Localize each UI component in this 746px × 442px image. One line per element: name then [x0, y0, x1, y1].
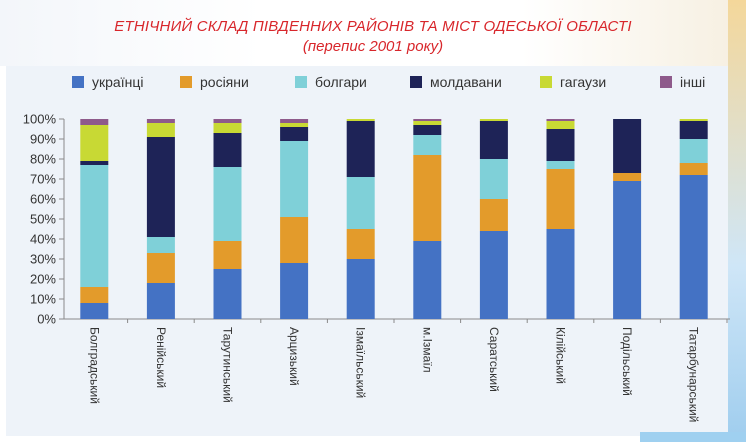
bar-segment-0-4 — [80, 125, 109, 161]
bar-segment-8-3 — [613, 119, 642, 173]
legend-label-2: болгари — [315, 74, 367, 90]
header-background — [0, 0, 746, 66]
bar-segment-8-0 — [613, 181, 642, 319]
bar-segment-0-5 — [80, 119, 109, 125]
bar-segment-4-4 — [346, 119, 375, 121]
category-label-2: Тарутинський — [221, 327, 235, 403]
bar-segment-2-2 — [213, 167, 242, 241]
bar-segment-3-3 — [280, 127, 309, 141]
bar-segment-8-1 — [613, 173, 642, 181]
legend-label-1: росіяни — [200, 74, 249, 90]
bar-segment-9-4 — [679, 119, 708, 121]
legend-label-5: інші — [680, 74, 705, 90]
bar-segment-7-3 — [546, 129, 575, 161]
bar-segment-5-5 — [413, 119, 442, 121]
bar-segment-4-3 — [346, 121, 375, 177]
bar-segment-7-1 — [546, 169, 575, 229]
bar-segment-9-0 — [679, 175, 708, 319]
bar-segment-5-1 — [413, 155, 442, 241]
category-label-8: Подільський — [620, 327, 634, 396]
legend-swatch-2 — [295, 76, 307, 88]
category-label-6: Саратський — [487, 327, 501, 392]
bar-segment-9-1 — [679, 163, 708, 175]
bar-segment-6-0 — [479, 231, 508, 319]
bar-segment-5-0 — [413, 241, 442, 319]
bar-segment-7-0 — [546, 229, 575, 319]
category-label-1: Ренійський — [154, 327, 168, 388]
legend-swatch-3 — [410, 76, 422, 88]
legend-label-3: молдавани — [430, 74, 502, 90]
category-label-4: Ізмаїльський — [354, 327, 368, 398]
legend-swatch-4 — [540, 76, 552, 88]
decorative-corner — [640, 432, 746, 442]
bar-segment-1-3 — [146, 137, 175, 237]
bar-segment-3-1 — [280, 217, 309, 263]
bar-segment-1-4 — [146, 123, 175, 137]
bar-segment-3-2 — [280, 141, 309, 217]
legend-label-0: українці — [92, 74, 143, 90]
bar-segment-3-5 — [280, 119, 309, 123]
y-tick-label-2: 20% — [30, 272, 56, 287]
bar-segment-4-2 — [346, 177, 375, 229]
bar-segment-2-5 — [213, 119, 242, 123]
y-tick-label-9: 90% — [30, 132, 56, 147]
y-tick-label-7: 70% — [30, 172, 56, 187]
bar-segment-1-1 — [146, 253, 175, 283]
category-label-7: Кілійський — [554, 327, 568, 384]
bar-segment-6-2 — [479, 159, 508, 199]
y-tick-label-5: 50% — [30, 212, 56, 227]
bar-segment-5-4 — [413, 121, 442, 125]
category-label-9: Татарбунарський — [687, 327, 701, 422]
bar-segment-6-3 — [479, 121, 508, 159]
bar-segment-3-0 — [280, 263, 309, 319]
legend-swatch-0 — [72, 76, 84, 88]
bar-segment-5-3 — [413, 125, 442, 135]
bar-segment-7-5 — [546, 119, 575, 121]
y-tick-label-10: 100% — [23, 112, 57, 127]
y-tick-label-1: 10% — [30, 292, 56, 307]
decorative-stripe — [728, 0, 746, 442]
bar-segment-1-0 — [146, 283, 175, 319]
legend-swatch-5 — [660, 76, 672, 88]
category-label-0: Болградський — [87, 327, 101, 404]
bar-segment-0-3 — [80, 161, 109, 165]
bar-segment-6-4 — [479, 119, 508, 121]
bar-segment-2-4 — [213, 123, 242, 133]
bar-segment-2-3 — [213, 133, 242, 167]
bar-segment-7-2 — [546, 161, 575, 169]
legend-label-4: гагаузи — [560, 74, 606, 90]
chart-title: ЕТНІЧНИЙ СКЛАД ПІВДЕННИХ РАЙОНІВ ТА МІСТ… — [114, 18, 632, 35]
bar-segment-9-2 — [679, 139, 708, 163]
y-tick-label-6: 60% — [30, 192, 56, 207]
bar-segment-0-2 — [80, 165, 109, 287]
bar-segment-9-3 — [679, 121, 708, 139]
bar-segment-1-2 — [146, 237, 175, 253]
bar-segment-7-4 — [546, 121, 575, 129]
bar-segment-3-4 — [280, 123, 309, 127]
bar-segment-0-0 — [80, 303, 109, 319]
bar-segment-5-2 — [413, 135, 442, 155]
bar-segment-1-5 — [146, 119, 175, 123]
bar-segment-6-1 — [479, 199, 508, 231]
bar-segment-4-0 — [346, 259, 375, 319]
legend-swatch-1 — [180, 76, 192, 88]
bar-segment-2-1 — [213, 241, 242, 269]
y-tick-label-3: 30% — [30, 252, 56, 267]
category-label-3: Арцизький — [287, 327, 301, 386]
y-tick-label-8: 80% — [30, 152, 56, 167]
bar-segment-0-1 — [80, 287, 109, 303]
bar-segment-4-1 — [346, 229, 375, 259]
y-tick-label-4: 40% — [30, 232, 56, 247]
y-tick-label-0: 0% — [37, 312, 56, 327]
chart-subtitle: (перепис 2001 року) — [302, 38, 444, 55]
category-label-5: м.Ізмаїл — [420, 327, 434, 373]
bar-segment-2-0 — [213, 269, 242, 319]
